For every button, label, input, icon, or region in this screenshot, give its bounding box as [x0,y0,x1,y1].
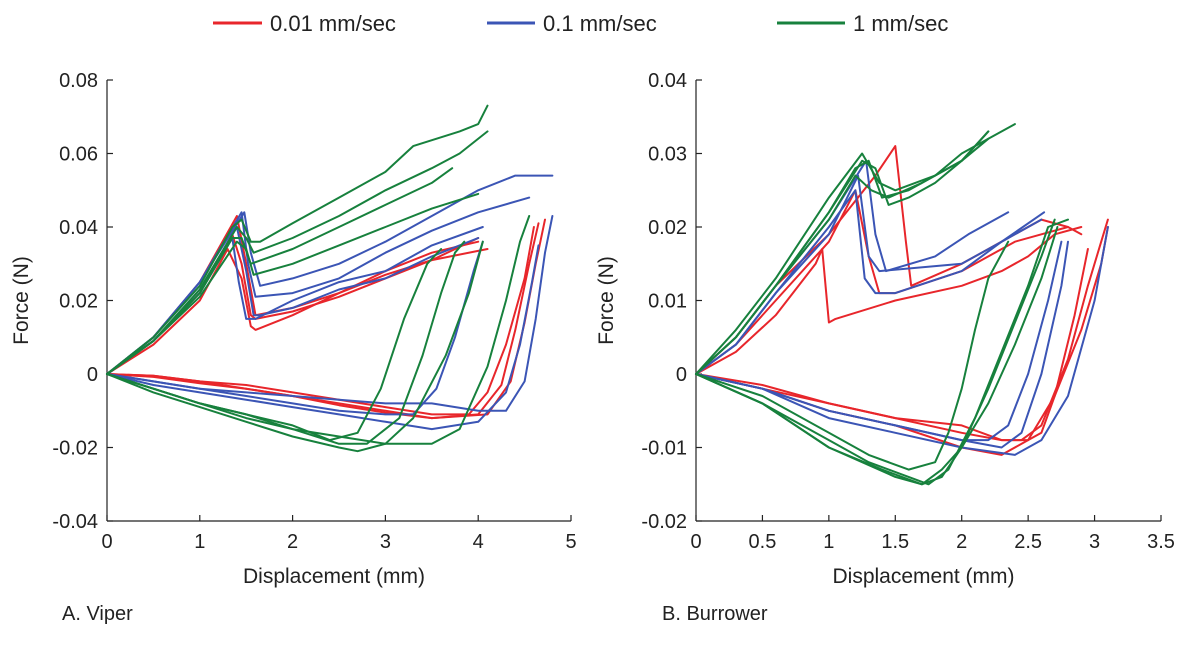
legend-item-2: 1 mm/sec [777,11,948,36]
series-line [106,104,489,375]
y-axis-label: Force (N) [10,256,33,345]
series-line [106,196,531,375]
series-1-mm-sec [695,123,1069,486]
x-tick-label: 1 [823,531,834,553]
x-tick-label: 4 [473,531,484,553]
series-line [695,159,1010,375]
x-tick-label: 2.5 [1014,531,1042,553]
series-line [695,218,1109,442]
y-tick-label: 0.06 [59,144,98,166]
y-tick-label: 0.08 [59,70,98,92]
series-line [695,174,1046,375]
series-line [695,123,1016,375]
legend-label-1: 0.1 mm/sec [543,11,657,36]
legend-label-2: 1 mm/sec [853,11,948,36]
x-tick-label: 3 [1089,531,1100,553]
y-tick-label: -0.02 [52,438,98,460]
x-tick-label: 3 [380,531,391,553]
y-tick-label: 0.02 [59,291,98,313]
series-line [106,130,489,375]
y-tick-label: 0.04 [59,217,98,239]
series-line [695,130,990,375]
panel-caption-viper: A. Viper [62,603,133,625]
series-line [695,226,1109,456]
x-tick-label: 0.5 [749,531,777,553]
x-tick-label: 3.5 [1147,531,1175,553]
y-tick-label: 0.03 [648,144,687,166]
series-line [695,226,1083,375]
x-tick-label: 0 [101,531,112,553]
x-tick-label: 5 [565,531,576,553]
x-tick-label: 2 [956,531,967,553]
y-tick-label: -0.02 [641,511,687,533]
series-line [106,222,540,420]
legend-item-0: 0.01 mm/sec [213,11,396,36]
series-1-mm-sec [106,104,531,453]
y-axis-label: Force (N) [595,256,618,345]
series-line [695,218,1069,486]
series-line [106,215,480,375]
y-tick-label: 0.01 [648,291,687,313]
series-line [106,215,531,445]
x-tick-label: 1.5 [881,531,909,553]
x-axis-label: Displacement (mm) [243,565,425,588]
series-line [106,248,489,375]
series-line [695,189,1069,375]
x-tick-label: 0 [690,531,701,553]
series-line [106,192,480,375]
series-line [106,240,484,453]
legend-label-0: 0.01 mm/sec [270,11,396,36]
y-tick-label: 0 [87,364,98,386]
series-line [695,189,1043,375]
panel-burrower: -0.02 -0.01 0 0.01 0.02 0.03 0.04 0 0.5 1 1.5 2 2.5 3… [595,70,1175,588]
y-tick-label: 0 [676,364,687,386]
panel-caption-burrower: B. Burrower [662,603,768,625]
series-line [695,240,1010,471]
legend: 0.01 mm/sec 0.1 mm/sec 1 mm/sec [213,11,948,36]
series-line [106,215,554,412]
series-line [695,226,1059,486]
series-line [106,174,554,375]
panel-viper: -0.04 -0.02 0 0.02 0.04 0.06 0.08 0 1 2 3 4 5 Displac… [10,70,577,588]
series-0-1-mm-sec [106,174,554,431]
series-line [106,244,540,431]
legend-item-1: 0.1 mm/sec [487,11,657,36]
y-tick-label: 0.04 [648,70,687,92]
y-tick-label: -0.04 [52,511,98,533]
series-line [695,240,1069,449]
y-tick-label: -0.01 [641,438,687,460]
x-axis-label: Displacement (mm) [832,565,1014,588]
x-tick-label: 2 [287,531,298,553]
series-line [106,226,484,375]
y-tick-label: 0.02 [648,217,687,239]
x-tick-label: 1 [194,531,205,553]
